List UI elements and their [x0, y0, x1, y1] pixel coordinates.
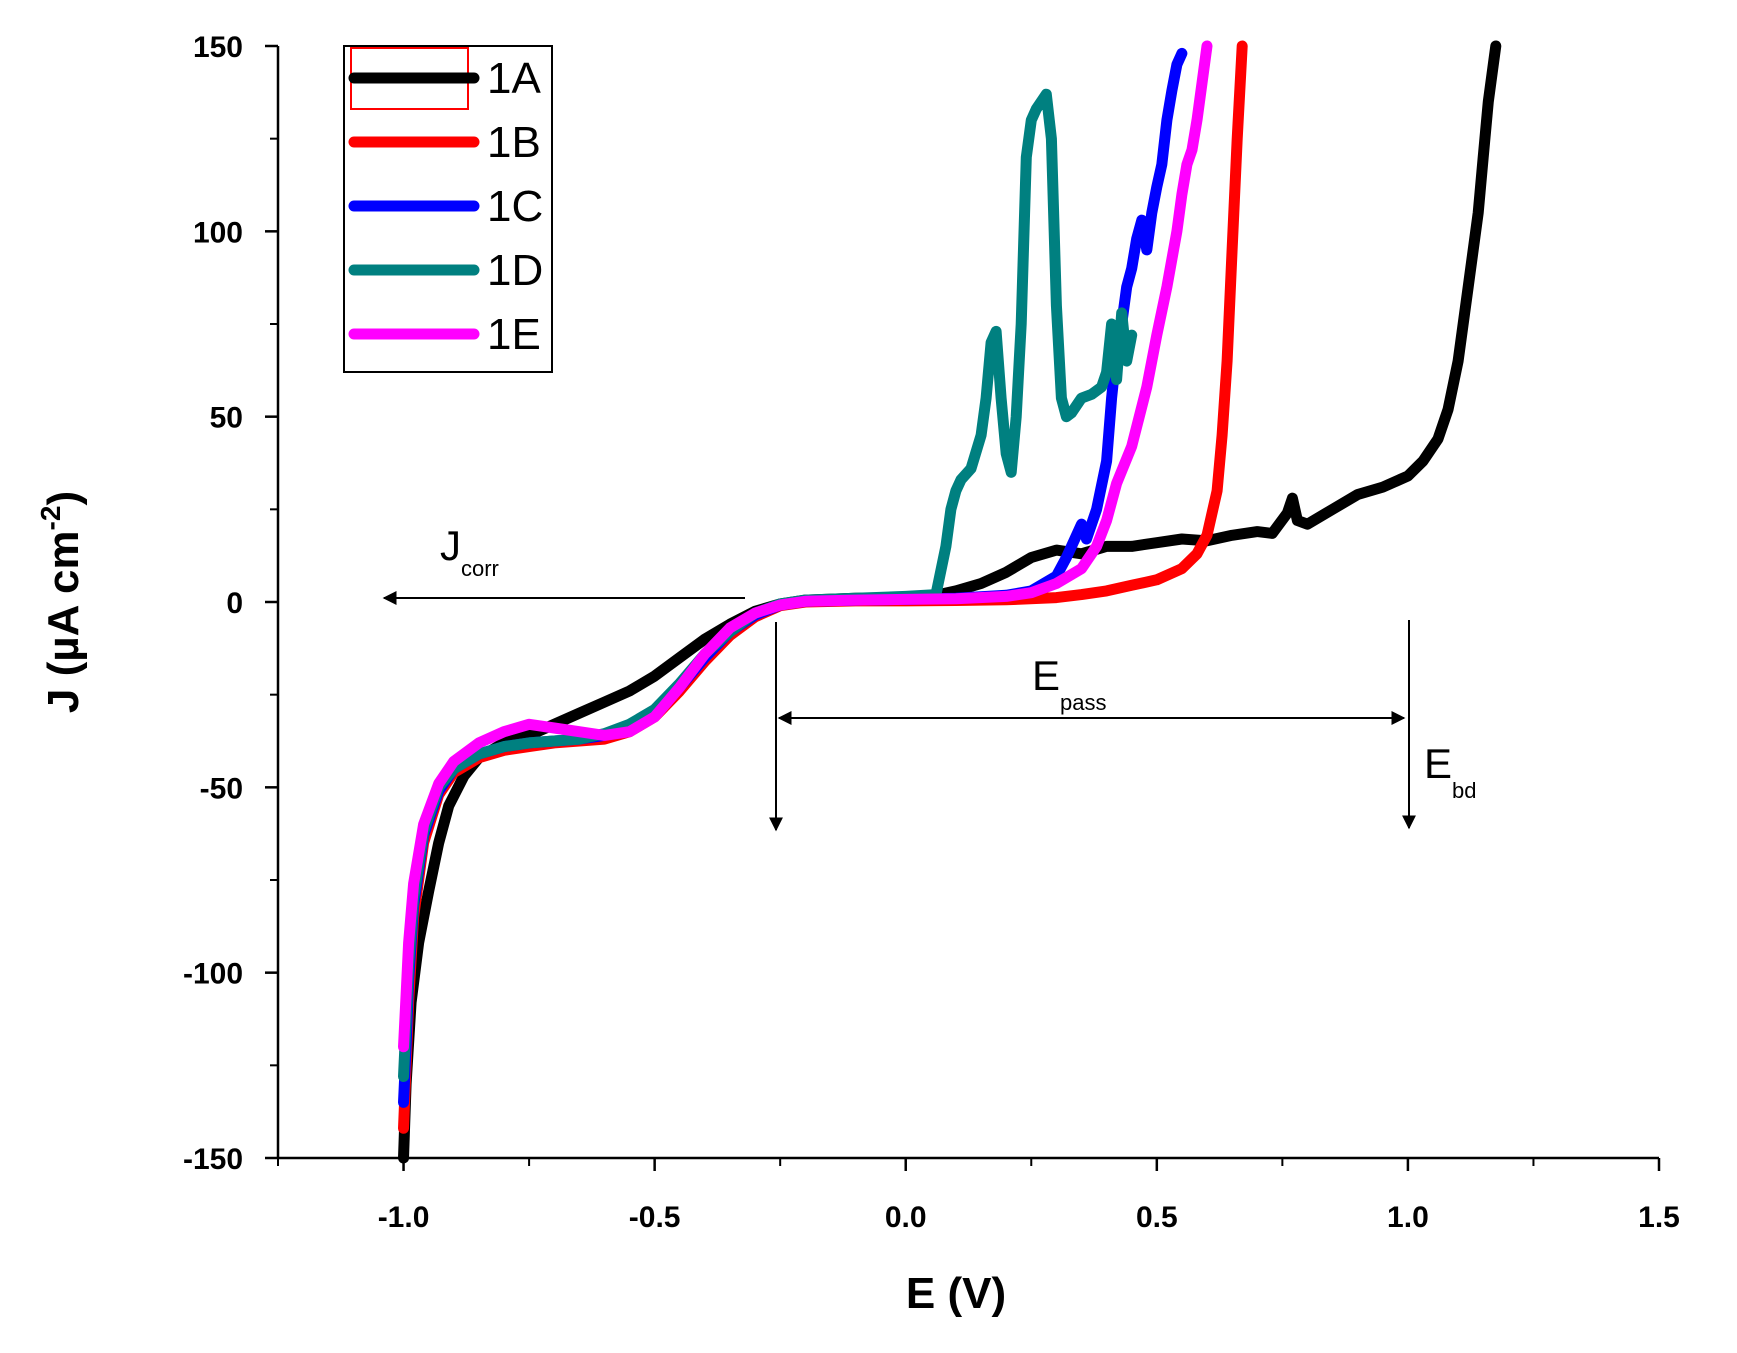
- x-tick-label: -0.5: [629, 1201, 681, 1234]
- y-tick-label: 100: [193, 216, 243, 249]
- jcorr-label-main: J: [440, 522, 461, 569]
- series-line-1e: [398, 40, 1213, 1053]
- ebd-label-sub: bd: [1452, 778, 1476, 803]
- epass-label: Epass: [1032, 652, 1107, 715]
- annotations: Jcorr Epass Ebd: [382, 522, 1477, 832]
- x-tick-label: 1.0: [1387, 1201, 1429, 1234]
- jcorr-label-sub: corr: [461, 556, 499, 581]
- y-axis-title-main: J (µA cm: [39, 530, 88, 713]
- y-tick-label: 50: [210, 402, 243, 435]
- jcorr-label: Jcorr: [440, 522, 499, 581]
- y-axis-title-sup: -2: [35, 506, 66, 531]
- legend-label-1d: 1D: [487, 246, 543, 295]
- ebd-label: Ebd: [1424, 740, 1477, 803]
- x-axis-title: E (V): [906, 1269, 1006, 1318]
- x-tick-label: 0.5: [1136, 1201, 1178, 1234]
- series-line-1d: [398, 88, 1138, 1082]
- legend-label-1e: 1E: [487, 310, 541, 359]
- series-layer: [398, 40, 1502, 1164]
- y-axis-title: J (µA cm-2): [35, 491, 88, 713]
- y-axis-ticks: -150 -100 -50 0 50 100 150: [183, 31, 278, 1176]
- y-tick-label: -150: [183, 1143, 243, 1176]
- x-tick-label: 1.5: [1638, 1201, 1680, 1234]
- x-tick-label: 0.0: [885, 1201, 927, 1234]
- legend-label-1c: 1C: [487, 182, 543, 231]
- y-tick-label: 150: [193, 31, 243, 64]
- epass-label-main: E: [1032, 652, 1060, 699]
- x-axis-ticks: -1.0 -0.5 0.0 0.5 1.0 1.5: [277, 1158, 1680, 1234]
- legend: 1A 1B 1C 1D 1E: [343, 45, 553, 373]
- y-tick-label: 0: [226, 587, 243, 620]
- legend-label-1a: 1A: [487, 54, 541, 103]
- y-tick-label: -100: [183, 958, 243, 991]
- ebd-label-main: E: [1424, 740, 1452, 787]
- y-axis-title-close: ): [39, 491, 88, 506]
- epass-label-sub: pass: [1060, 690, 1106, 715]
- y-tick-label: -50: [200, 772, 243, 805]
- legend-label-1b: 1B: [487, 118, 541, 167]
- x-tick-label: -1.0: [378, 1201, 430, 1234]
